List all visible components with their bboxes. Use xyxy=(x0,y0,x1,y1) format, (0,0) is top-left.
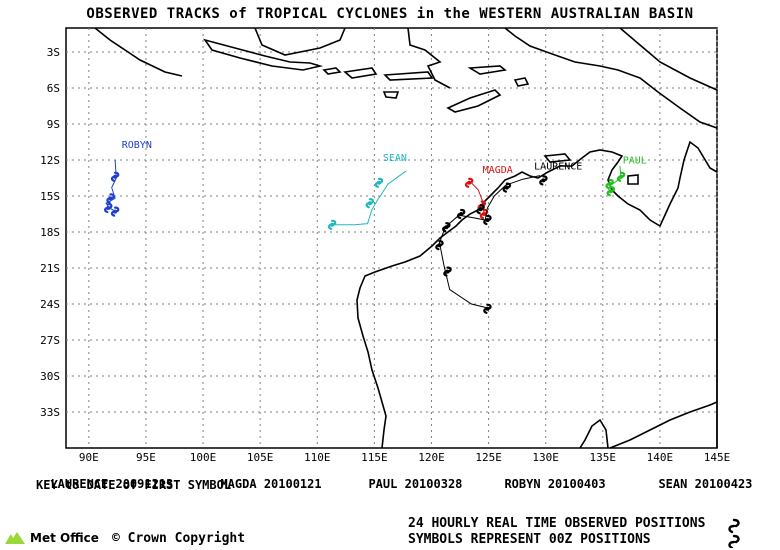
storm-position-symbol xyxy=(605,178,614,190)
x-tick-label: 110E xyxy=(304,451,331,464)
coast-flores xyxy=(383,71,434,81)
storm-position-symbol xyxy=(483,303,492,314)
coast-borneo xyxy=(254,27,346,56)
legend-date-robyn: ROBYN 20100403 xyxy=(504,477,606,491)
y-tick-label: 9S xyxy=(47,118,60,131)
storm-position-symbol xyxy=(106,193,115,204)
storm-position-symbol xyxy=(110,171,120,182)
storm-position-symbol xyxy=(539,175,548,186)
x-tick-label: 130E xyxy=(532,451,559,464)
storm-position-symbol xyxy=(616,171,626,182)
copyright-icon: © xyxy=(112,531,120,546)
coast-sumatra xyxy=(94,27,183,77)
coast-sumba xyxy=(382,91,400,99)
y-tick-label: 6S xyxy=(47,82,60,95)
coast-groote xyxy=(627,174,639,185)
coastlines xyxy=(94,27,718,449)
y-tick-label: 24S xyxy=(40,298,60,311)
storm-position-symbol xyxy=(435,240,444,251)
legend-date-laurence: LAURENCE 20091213 xyxy=(50,477,174,491)
storm-position-symbol xyxy=(374,177,384,188)
map-frame xyxy=(65,27,718,449)
y-tick-label: 21S xyxy=(40,262,60,275)
storm-position-symbol xyxy=(483,214,492,226)
x-tick-label: 100E xyxy=(190,451,217,464)
storm-position-symbol xyxy=(110,206,120,217)
storm-position-symbol xyxy=(442,222,451,233)
met-office-label: Met Office xyxy=(30,531,99,545)
y-tick-label: 27S xyxy=(40,334,60,347)
y-tick-label: 12S xyxy=(40,154,60,167)
storm-label: ROBYN xyxy=(122,140,152,151)
x-tick-label: 135E xyxy=(590,451,617,464)
x-tick-label: 115E xyxy=(361,451,388,464)
storm-track-line xyxy=(332,170,407,226)
storm-position-symbol xyxy=(464,177,474,188)
storm-position-symbol xyxy=(476,204,485,215)
x-tick-label: 125E xyxy=(475,451,502,464)
x-tick-label: 95E xyxy=(136,451,156,464)
cyclone-symbol-icon xyxy=(728,518,740,548)
y-tick-label: 18S xyxy=(40,226,60,239)
legend-date-sean: SEAN 20100423 xyxy=(658,477,753,491)
storm-position-symbol xyxy=(365,198,375,209)
storm-position-symbol xyxy=(606,186,616,197)
coast-new-guinea xyxy=(504,27,718,129)
storm-robyn: ROBYN xyxy=(104,140,152,217)
storm-position-symbol xyxy=(104,202,113,214)
legend-key-text: KEY to DATE of FIRST SYMBOL xyxy=(36,478,232,492)
storm-label: LAURENCE xyxy=(534,162,582,173)
storm-label: MAGDA xyxy=(483,165,513,176)
coast-sumbawa xyxy=(343,67,378,79)
footer-line-1: 24 HOURLY REAL TIME OBSERVED POSITIONS xyxy=(408,516,706,531)
y-axis-tick-labels: 3S 6S 9S 12S 15S 18S 21S 24S 27S 30S 33S xyxy=(40,46,60,419)
x-tick-label: 145E xyxy=(704,451,731,464)
y-tick-label: 3S xyxy=(47,46,60,59)
storm-paul: PAUL xyxy=(605,156,647,197)
met-office-logo: Met Office xyxy=(4,531,99,545)
y-tick-label: 33S xyxy=(40,406,60,419)
x-tick-label: 90E xyxy=(79,451,99,464)
coast-bali xyxy=(322,67,342,75)
coast-sulawesi xyxy=(407,27,451,89)
crown-copyright: © Crown Copyright xyxy=(112,531,246,546)
footer-line-2: SYMBOLS REPRESENT 00Z POSITIONS xyxy=(408,532,651,547)
storm-tracks: ROBYN SEAN MAGDA LAURENCE PAUL xyxy=(104,140,647,314)
storm-label: PAUL xyxy=(623,156,647,167)
met-office-icon xyxy=(5,532,25,544)
x-tick-label: 105E xyxy=(247,451,274,464)
legend-date-magda: MAGDA 20100121 xyxy=(220,477,322,491)
storm-sean: SEAN xyxy=(327,153,407,230)
x-tick-label: 140E xyxy=(647,451,674,464)
x-axis-tick-labels: 90E 95E 100E 105E 110E 115E 120E 125E 130E 135E 14… xyxy=(79,451,730,464)
storm-position-symbol xyxy=(502,182,512,193)
y-tick-label: 30S xyxy=(40,370,60,383)
storm-position-symbol xyxy=(327,219,337,230)
storm-position-symbol xyxy=(456,208,466,220)
coast-banda xyxy=(467,65,530,87)
coast-australia xyxy=(356,140,718,449)
coast-java xyxy=(203,38,324,71)
x-tick-label: 120E xyxy=(418,451,445,464)
coast-australia-south xyxy=(609,401,718,449)
map-title: OBSERVED TRACKS of TROPICAL CYCLONES in … xyxy=(86,6,694,22)
storm-position-symbol xyxy=(443,266,452,277)
coast-timor xyxy=(446,89,502,113)
storm-laurence: LAURENCE xyxy=(435,162,582,314)
coast-melville xyxy=(543,153,572,163)
legend-date-paul: PAUL 20100328 xyxy=(368,477,463,491)
storm-track-line xyxy=(438,175,541,309)
storm-label: SEAN xyxy=(383,153,407,164)
y-tick-label: 15S xyxy=(40,190,60,203)
